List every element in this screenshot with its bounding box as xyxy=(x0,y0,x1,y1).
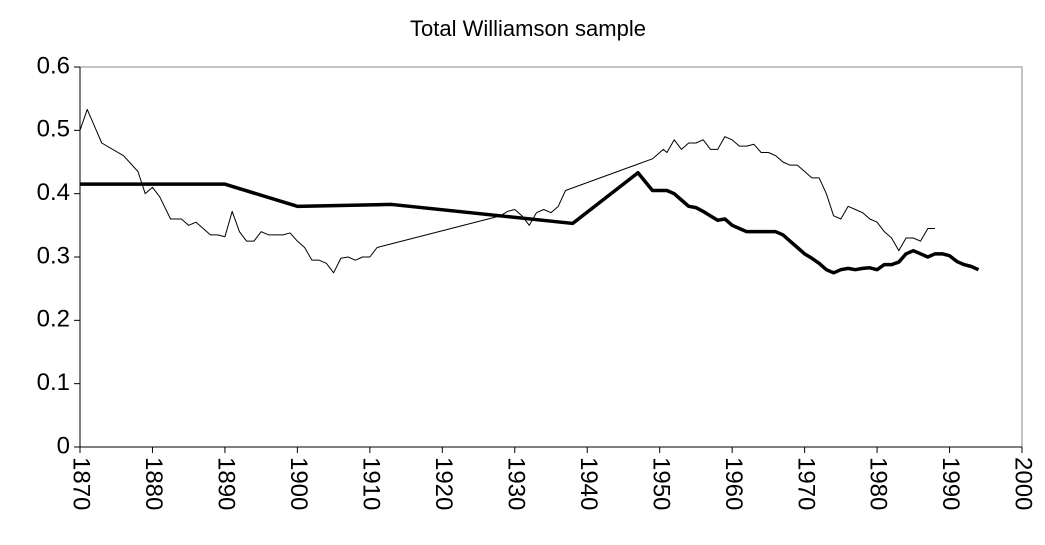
x-tick-label: 1980 xyxy=(865,457,892,510)
series-line xyxy=(79,108,936,274)
chart-title: Total Williamson sample xyxy=(410,16,646,41)
x-tick-label: 1950 xyxy=(647,457,674,510)
x-tick-label: 1910 xyxy=(358,457,385,510)
y-tick-label: 0.1 xyxy=(37,369,70,396)
x-tick-label: 1880 xyxy=(140,457,167,510)
y-tick-label: 0.2 xyxy=(37,306,70,333)
x-tick-label: 1930 xyxy=(502,457,529,510)
y-tick-label: 0 xyxy=(57,432,70,459)
y-tick-label: 0.4 xyxy=(37,179,70,206)
x-tick-label: 2000 xyxy=(1010,457,1037,510)
x-tick-label: 1900 xyxy=(285,457,312,510)
x-tick-label: 1940 xyxy=(575,457,602,510)
y-tick-label: 0.3 xyxy=(37,242,70,269)
x-tick-label: 1990 xyxy=(937,457,964,510)
x-tick-label: 1870 xyxy=(68,457,95,510)
x-tick-label: 1920 xyxy=(430,457,457,510)
y-tick-label: 0.6 xyxy=(37,52,70,79)
y-tick-label: 0.5 xyxy=(37,116,70,143)
x-tick-label: 1960 xyxy=(720,457,747,510)
plot-frame xyxy=(79,66,1023,448)
x-tick-label: 1890 xyxy=(213,457,240,510)
series-line xyxy=(80,171,980,275)
x-tick-label: 1970 xyxy=(792,457,819,510)
